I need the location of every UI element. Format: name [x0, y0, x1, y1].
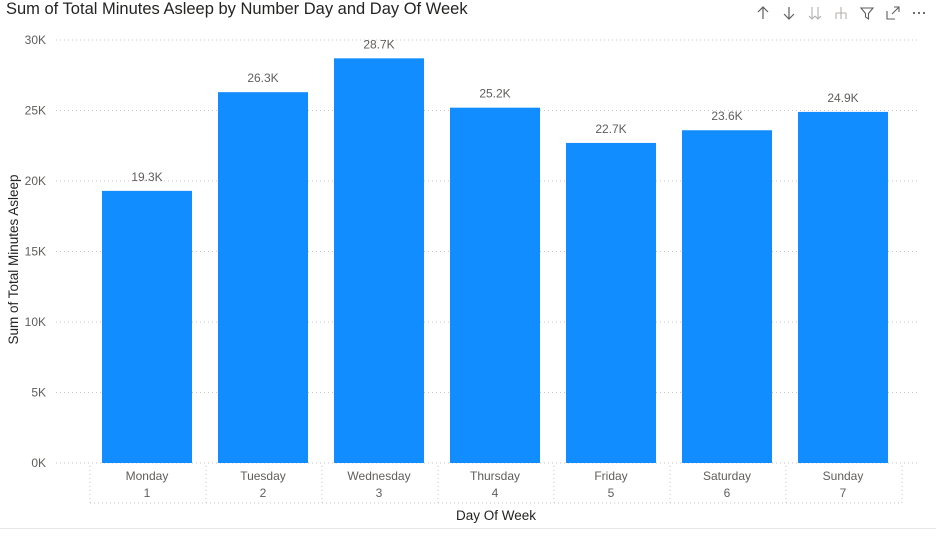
x-tick-label: Wednesday: [347, 469, 410, 483]
x-tick-label: Sunday: [823, 469, 864, 483]
x-tick-label: Thursday: [470, 469, 520, 483]
x-subtick-label: 5: [608, 486, 615, 500]
data-label: 22.7K: [595, 122, 626, 136]
bar[interactable]: [566, 142, 656, 463]
x-tick-label: Monday: [126, 469, 169, 483]
more-options-icon[interactable]: [910, 4, 928, 22]
x-subtick-label: 7: [840, 486, 847, 500]
y-tick-label: 25K: [25, 104, 46, 118]
y-tick-label: 15K: [25, 245, 46, 259]
y-tick-label: 10K: [25, 315, 46, 329]
focus-mode-icon[interactable]: [884, 4, 902, 22]
x-tick-label: Saturday: [703, 469, 751, 483]
x-subtick-label: 2: [260, 486, 267, 500]
data-label: 28.7K: [363, 37, 394, 51]
y-tick-label: 20K: [25, 174, 46, 188]
x-axis-title: Day Of Week: [456, 508, 536, 523]
chart-title: Sum of Total Minutes Asleep by Number Da…: [6, 0, 468, 18]
expand-hierarchy-icon[interactable]: [832, 4, 850, 22]
x-subtick-label: 1: [144, 486, 151, 500]
x-subtick-label: 3: [376, 486, 383, 500]
data-label: 19.3K: [131, 170, 162, 184]
filter-icon[interactable]: [858, 4, 876, 22]
data-label: 26.3K: [247, 71, 278, 85]
y-axis-title: Sum of Total Minutes Asleep: [6, 174, 21, 344]
y-tick-label: 0K: [31, 456, 46, 470]
bar[interactable]: [334, 58, 424, 464]
data-label: 23.6K: [711, 109, 742, 123]
data-label: 25.2K: [479, 87, 510, 101]
x-tick-label: Friday: [594, 469, 627, 483]
arrow-up-icon[interactable]: [754, 4, 772, 22]
data-label: 24.9K: [827, 91, 858, 105]
double-arrow-down-icon[interactable]: [806, 4, 824, 22]
bar[interactable]: [102, 190, 192, 463]
x-tick-label: Tuesday: [240, 469, 286, 483]
visual-header-toolbar: [754, 4, 928, 22]
bar[interactable]: [682, 130, 772, 464]
y-tick-label: 5K: [31, 386, 46, 400]
bar[interactable]: [450, 107, 540, 464]
bar[interactable]: [798, 111, 888, 463]
x-subtick-label: 6: [724, 486, 731, 500]
bar[interactable]: [218, 92, 308, 464]
arrow-down-icon[interactable]: [780, 4, 798, 22]
x-subtick-label: 4: [492, 486, 499, 500]
bottom-divider: [0, 528, 936, 529]
y-tick-label: 30K: [25, 33, 46, 47]
